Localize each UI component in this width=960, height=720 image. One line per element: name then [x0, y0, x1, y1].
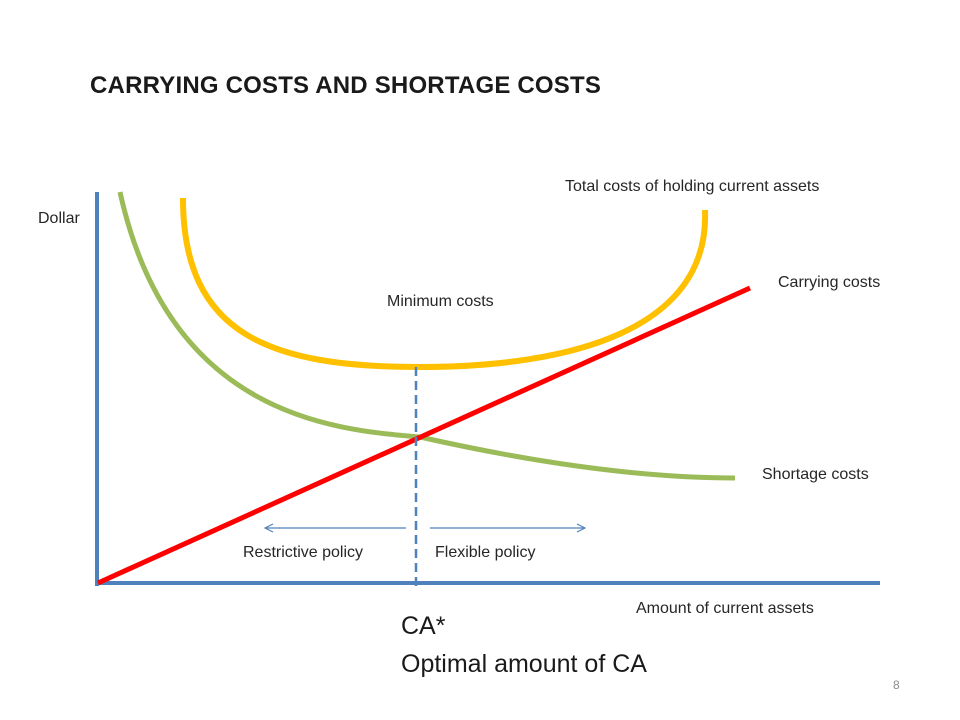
carrying-cost-label: Carrying costs — [778, 274, 881, 291]
optimum-symbol: CA* — [401, 612, 446, 640]
total-cost-label: Total costs of holding current assets — [565, 178, 820, 195]
x-axis-label: Amount of current assets — [636, 600, 814, 617]
flexible-policy-label: Flexible policy — [435, 544, 536, 561]
total-cost-curve — [180, 197, 709, 371]
restrictive-policy-label: Restrictive policy — [243, 544, 364, 561]
optimum-caption: Optimal amount of CA — [401, 650, 647, 678]
minimum-costs-label: Minimum costs — [387, 293, 494, 310]
slide-title: CARRYING COSTS AND SHORTAGE COSTS — [90, 72, 602, 99]
shortage-cost-label: Shortage costs — [762, 466, 869, 483]
y-axis-label: Dollar — [38, 210, 80, 227]
shortage-cost-curve — [117, 191, 736, 481]
page-number: 8 — [893, 678, 900, 692]
carrying-cost-line — [96, 285, 752, 586]
